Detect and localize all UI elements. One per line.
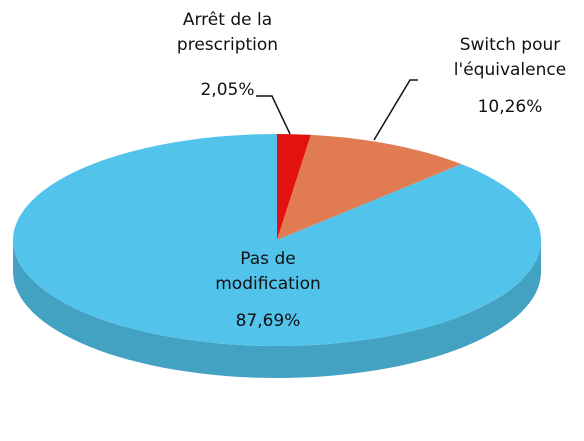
slice [277, 134, 462, 240]
value-label: 10,26% [477, 97, 543, 117]
slice-side [13, 240, 541, 378]
value-label: 2,05% [200, 80, 255, 100]
slice-label: Pas de modification [215, 249, 321, 294]
leader-line [373, 79, 418, 141]
slice-label: Arrêt de la prescription [176, 10, 279, 55]
slice [13, 134, 542, 346]
leader-line [256, 95, 291, 135]
slice-label: Switch pour l'équivalence [453, 35, 567, 80]
value-label: 87,69% [235, 311, 301, 331]
slice [277, 134, 311, 240]
